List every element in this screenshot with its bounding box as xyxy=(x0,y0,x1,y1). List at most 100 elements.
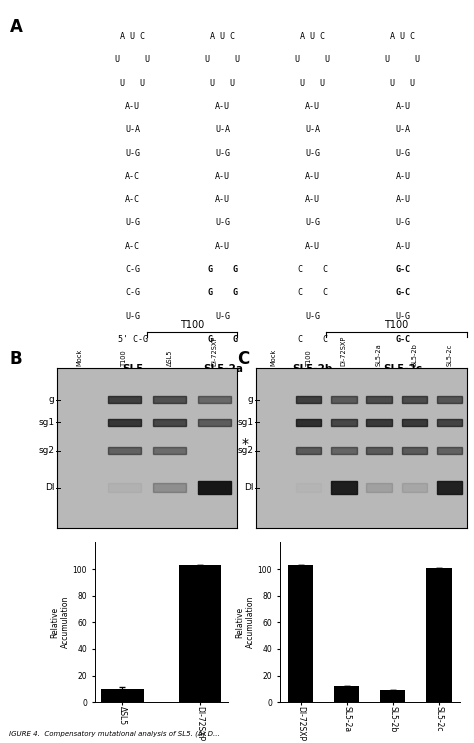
Bar xyxy=(296,483,321,492)
Bar xyxy=(366,447,392,455)
Text: U     U: U U xyxy=(205,56,240,65)
Text: C: C xyxy=(237,350,249,368)
Text: U   U: U U xyxy=(391,79,415,88)
Text: U     U: U U xyxy=(115,56,150,65)
Bar xyxy=(108,396,141,403)
Text: U   U: U U xyxy=(120,79,145,88)
Text: U-G: U-G xyxy=(395,311,410,321)
Text: DI-72SXP: DI-72SXP xyxy=(341,336,347,366)
Text: U-G: U-G xyxy=(125,149,140,158)
Text: A-U: A-U xyxy=(305,195,320,204)
Text: A-U: A-U xyxy=(305,102,320,111)
Text: G    G: G G xyxy=(208,288,238,297)
Text: sg2: sg2 xyxy=(38,447,55,455)
Text: A: A xyxy=(9,18,22,36)
Bar xyxy=(366,396,392,403)
Text: B: B xyxy=(9,350,22,368)
Text: U-G: U-G xyxy=(305,149,320,158)
Text: SL5
(WT): SL5 (WT) xyxy=(118,363,147,385)
Text: U-G: U-G xyxy=(125,218,140,227)
Text: U-G: U-G xyxy=(395,149,410,158)
Bar xyxy=(331,447,356,455)
Bar xyxy=(179,565,221,702)
Text: DI: DI xyxy=(45,483,55,492)
Text: C    C: C C xyxy=(298,288,328,297)
Text: C-G: C-G xyxy=(125,288,140,297)
Text: SL5-2c: SL5-2c xyxy=(447,344,452,366)
Bar xyxy=(401,396,427,403)
Bar xyxy=(437,418,462,426)
Bar xyxy=(108,447,141,455)
Bar xyxy=(380,690,405,702)
Text: A-U: A-U xyxy=(215,241,230,251)
Text: U     U: U U xyxy=(385,56,420,65)
Text: A-U: A-U xyxy=(395,241,410,251)
Bar xyxy=(153,447,186,455)
Text: DI: DI xyxy=(244,483,254,492)
Bar xyxy=(101,689,144,702)
Text: A-C: A-C xyxy=(125,241,140,251)
Bar xyxy=(401,483,427,492)
Y-axis label: Relative
Accumulation: Relative Accumulation xyxy=(236,596,255,649)
Y-axis label: Relative
Accumulation: Relative Accumulation xyxy=(51,596,70,649)
Bar xyxy=(401,447,427,455)
Text: sg2: sg2 xyxy=(237,447,254,455)
Bar xyxy=(198,481,231,494)
Text: SL5-2b: SL5-2b xyxy=(292,363,333,374)
Bar xyxy=(437,481,462,494)
Text: A-C: A-C xyxy=(125,172,140,181)
Text: G-C: G-C xyxy=(395,265,410,274)
Text: U-G: U-G xyxy=(215,218,230,227)
Text: U     U: U U xyxy=(295,56,330,65)
Text: U   U: U U xyxy=(210,79,235,88)
Text: A-U: A-U xyxy=(395,195,410,204)
Text: 5' C-G: 5' C-G xyxy=(118,335,148,344)
Text: g: g xyxy=(49,395,55,404)
Bar xyxy=(153,483,186,492)
Bar xyxy=(108,483,141,492)
Text: A-U: A-U xyxy=(305,172,320,181)
Bar xyxy=(401,418,427,426)
Bar xyxy=(198,418,231,426)
Bar xyxy=(331,418,356,426)
Bar xyxy=(437,396,462,403)
Text: IGURE 4.  Compensatory mutational analysis of SL5. (A) D...: IGURE 4. Compensatory mutational analysi… xyxy=(9,730,220,737)
Text: Mock: Mock xyxy=(271,349,276,366)
Text: SL5-2a: SL5-2a xyxy=(376,343,382,366)
Text: A U C: A U C xyxy=(120,32,145,41)
Text: U-G: U-G xyxy=(395,218,410,227)
Text: A-U: A-U xyxy=(125,102,140,111)
Text: sg1: sg1 xyxy=(38,418,55,426)
Text: C-G: C-G xyxy=(125,265,140,274)
Text: *: * xyxy=(242,438,249,452)
Text: g: g xyxy=(248,395,254,404)
Text: A-U: A-U xyxy=(215,102,230,111)
Bar xyxy=(296,396,321,403)
Bar xyxy=(108,418,141,426)
Text: A-U: A-U xyxy=(395,102,410,111)
Text: A U C: A U C xyxy=(391,32,415,41)
Text: G    G: G G xyxy=(208,335,238,344)
Bar xyxy=(366,418,392,426)
Text: T100: T100 xyxy=(384,320,409,330)
Text: U-G: U-G xyxy=(125,311,140,321)
Bar xyxy=(331,481,356,494)
Text: A-C: A-C xyxy=(125,195,140,204)
Text: Mock: Mock xyxy=(76,349,82,366)
Text: U-A: U-A xyxy=(305,126,320,134)
Bar xyxy=(331,396,356,403)
Text: A-U: A-U xyxy=(395,172,410,181)
Text: sg1: sg1 xyxy=(237,418,254,426)
Text: U-G: U-G xyxy=(215,311,230,321)
Bar xyxy=(426,568,452,702)
Text: U-G: U-G xyxy=(305,311,320,321)
Text: T100: T100 xyxy=(306,349,312,366)
Text: U-G: U-G xyxy=(305,218,320,227)
Bar xyxy=(366,483,392,492)
Text: SL5-2b: SL5-2b xyxy=(411,343,417,366)
Text: U-G: U-G xyxy=(215,149,230,158)
Text: DI-72SXP: DI-72SXP xyxy=(211,336,218,366)
Text: A-U: A-U xyxy=(215,172,230,181)
Text: A U C: A U C xyxy=(210,32,235,41)
Text: U-A: U-A xyxy=(125,126,140,134)
